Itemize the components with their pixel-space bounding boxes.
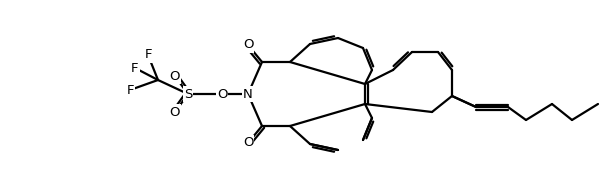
Text: O: O bbox=[243, 136, 253, 149]
Text: O: O bbox=[216, 88, 228, 101]
Text: O: O bbox=[170, 70, 180, 83]
Text: F: F bbox=[126, 84, 133, 97]
Text: F: F bbox=[145, 49, 152, 61]
Text: N: N bbox=[243, 88, 253, 101]
Text: F: F bbox=[131, 61, 139, 74]
Text: O: O bbox=[243, 39, 253, 51]
Text: S: S bbox=[184, 88, 192, 101]
Text: O: O bbox=[170, 105, 180, 119]
